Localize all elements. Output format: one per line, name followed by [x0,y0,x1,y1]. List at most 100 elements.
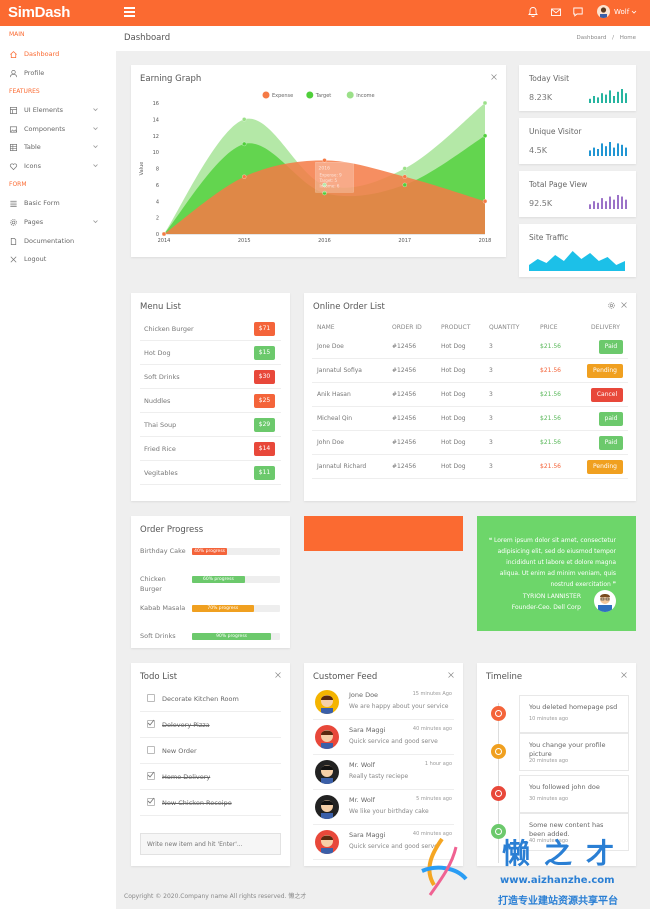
sparkline-bars [589,142,627,156]
data-point-target[interactable] [242,141,247,147]
close-icon[interactable] [621,302,627,308]
card-title: Order Progress [140,525,204,535]
progress-track: 40% progress [192,548,280,555]
sidebar-item-label: Pages [24,218,44,226]
data-point-expense[interactable] [242,174,247,179]
table-row[interactable]: John Doe #12456 Hot Dog 3 $21.56 Paid [312,431,628,455]
logo[interactable]: SimDash [8,4,71,21]
data-point-target[interactable] [482,133,488,138]
todo-checkbox[interactable] [147,694,155,702]
card-title: Todo List [140,672,178,682]
data-point-income[interactable] [402,166,407,171]
gear-icon[interactable] [608,302,615,309]
y-tick-label: 16 [153,101,159,107]
timeline-entry[interactable]: You change your profile picture 20 minute… [519,733,629,771]
todo-item[interactable]: Decorate Kitchen Room [140,686,281,712]
sidebar-item-pages[interactable]: Pages [0,213,116,231]
delivery-status-button[interactable]: Paid [599,436,623,450]
chevron-down-icon [93,127,98,131]
close-icon[interactable] [448,672,454,678]
spark-bar [601,93,603,103]
quote-text: ❝ Lorem ipsum dolor sit amet, consectetu… [488,535,616,590]
menu-item[interactable]: Nuddles $25 [140,389,281,413]
menu-item[interactable]: Vegitables $11 [140,461,281,485]
chevron-down-icon [93,164,98,168]
sidebar-item-profile[interactable]: Profile [0,64,116,82]
breadcrumb-dashboard[interactable]: Dashboard [576,35,607,41]
data-point-target[interactable] [402,182,407,188]
todo-item[interactable]: New Chicken Receipe [140,790,281,816]
delivery-status-button[interactable]: Pending [587,460,623,474]
todo-checkbox[interactable] [147,719,155,728]
sidebar-item-table[interactable]: Table [0,138,116,156]
timeline-dot-icon [491,706,506,721]
legend-label: Income [356,93,374,99]
sidebar-item-basic-form[interactable]: Basic Form [0,194,116,212]
delivery-status-button[interactable]: Cancel [591,388,623,402]
feed-item[interactable]: Mr. Wolf 1 hour ago Really tasty reciepe [313,755,454,790]
menu-item[interactable]: Hot Dog $15 [140,341,281,365]
table-row[interactable]: Jannatul Sofiya #12456 Hot Dog 3 $21.56 … [312,359,628,383]
feed-item[interactable]: Mr. Wolf 5 minutes ago We like your birthd… [313,790,454,825]
menu-item[interactable]: Soft Drinks $30 [140,365,281,389]
mail-icon[interactable] [550,6,562,18]
bell-icon[interactable] [527,6,539,18]
table-row[interactable]: Anik Hasan #12456 Hot Dog 3 $21.56 Cance… [312,383,628,407]
table-row[interactable]: Jone Doe #12456 Hot Dog 3 $21.56 Paid [312,335,628,359]
feed-item[interactable]: Sara Maggi 40 minutes ago Quick service an… [313,720,454,755]
table-row[interactable]: Jannatul Richard #12456 Hot Dog 3 $21.56… [312,455,628,479]
spark-bar [609,196,611,209]
close-icon[interactable] [275,672,281,678]
breadcrumb-home[interactable]: Home [619,35,636,41]
sidebar-item-components[interactable]: Components [0,120,116,138]
todo-item[interactable]: New Order [140,738,281,764]
data-point-expense[interactable] [402,174,407,179]
todo-item[interactable]: Home Delivery [140,764,281,790]
data-point-target[interactable] [322,190,327,196]
menu-item-name: Fried Rice [144,444,176,453]
delivery-status-button[interactable]: Paid [599,340,623,354]
feed-item[interactable]: Sara Maggi 40 minutes ago Quick service an… [313,825,454,860]
sidebar-item-label: Components [24,125,66,133]
delivery-status-button[interactable]: Pending [587,364,623,378]
order-product: Hot Dog [441,367,466,374]
chat-icon[interactable] [572,6,584,18]
feed-item[interactable]: Jone Doe 15 minutes Ago We are happy about… [313,685,454,720]
sidebar-item-documentation[interactable]: Documentation [0,232,116,250]
user-menu[interactable]: Wolf [597,5,637,18]
timeline-entry[interactable]: You followed john doe 30 minutes ago [519,775,629,813]
data-point-expense[interactable] [322,158,327,163]
data-point-income[interactable] [322,182,327,188]
sidebar-item-logout[interactable]: Logout [0,250,116,268]
timeline-entry[interactable]: Some new content has been added. 40 minut… [519,813,629,851]
todo-checkbox[interactable] [147,746,155,754]
table-row[interactable]: Micheal Qin #12456 Hot Dog 3 $21.56 paid [312,407,628,431]
feed-name: Jone Doe [349,691,379,699]
todo-checkbox[interactable] [147,797,155,806]
sidebar-item-label: Icons [24,162,41,170]
todo-checkbox[interactable] [147,771,155,780]
order-name: Anik Hasan [317,391,351,398]
menu-item-name: Nuddles [144,396,171,405]
progress-fill: 40% progress [192,548,228,555]
data-point-income[interactable] [482,100,488,106]
sidebar-item-dashboard[interactable]: Dashboard [0,45,116,63]
new-todo-input[interactable] [140,833,281,855]
sidebar-item-label: Dashboard [24,50,60,58]
sidebar-item-ui-elements[interactable]: UI Elements [0,101,116,119]
data-point-expense[interactable] [482,199,488,204]
menu-toggle-icon[interactable] [124,7,135,18]
close-icon[interactable] [491,74,497,80]
card-title: Customer Feed [313,672,378,682]
todo-item[interactable]: Delevery Pizza [140,712,281,738]
sidebar-item-icons[interactable]: Icons [0,157,116,175]
data-point-expense[interactable] [161,231,167,237]
close-icon[interactable] [621,672,627,678]
menu-item[interactable]: Fried Rice $14 [140,437,281,461]
spark-bar [597,149,599,156]
delivery-status-button[interactable]: paid [599,412,623,426]
timeline-entry[interactable]: You deleted homepage psd 10 minutes ago [519,695,629,733]
menu-item[interactable]: Chicken Burger $71 [140,317,281,341]
menu-item[interactable]: Thai Soup $29 [140,413,281,437]
data-point-income[interactable] [242,117,247,122]
